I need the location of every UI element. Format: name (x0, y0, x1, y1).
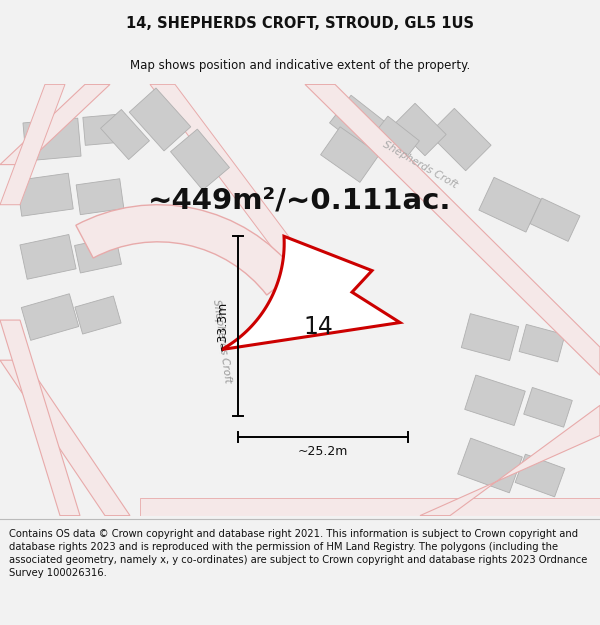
Text: Shepherds Croft: Shepherds Croft (381, 139, 459, 190)
Bar (320, 127, 379, 182)
Text: 14, SHEPHERDS CROFT, STROUD, GL5 1US: 14, SHEPHERDS CROFT, STROUD, GL5 1US (126, 16, 474, 31)
Bar (524, 388, 572, 427)
Text: ~33.3m: ~33.3m (215, 301, 229, 351)
Polygon shape (420, 405, 600, 516)
Bar (329, 95, 391, 154)
Polygon shape (221, 236, 400, 349)
Bar (23, 118, 81, 161)
Bar (83, 114, 127, 146)
Polygon shape (0, 320, 80, 516)
Bar (461, 314, 518, 361)
Text: 14: 14 (303, 316, 333, 339)
Bar (17, 173, 73, 216)
Bar (20, 234, 76, 279)
Wedge shape (76, 205, 296, 295)
Bar (170, 129, 229, 190)
Bar (21, 294, 79, 341)
Bar (429, 108, 491, 171)
Bar (515, 454, 565, 497)
Polygon shape (0, 84, 65, 205)
Bar (76, 179, 124, 214)
Bar (74, 237, 121, 273)
Polygon shape (0, 360, 130, 516)
Bar (479, 177, 541, 232)
Polygon shape (0, 84, 110, 164)
Bar (75, 296, 121, 334)
Text: Map shows position and indicative extent of the property.: Map shows position and indicative extent… (130, 59, 470, 72)
Bar (530, 198, 580, 241)
Bar (458, 438, 523, 493)
Bar (129, 88, 191, 151)
Bar (465, 375, 525, 426)
Text: Shepherds Croft: Shepherds Croft (211, 299, 233, 384)
Polygon shape (305, 84, 600, 375)
Text: ~449m²/~0.111ac.: ~449m²/~0.111ac. (148, 186, 452, 214)
Text: ~25.2m: ~25.2m (298, 445, 348, 458)
Bar (519, 324, 565, 362)
Polygon shape (150, 84, 340, 305)
Bar (394, 103, 446, 156)
Polygon shape (140, 498, 600, 516)
Bar (371, 116, 419, 163)
Text: Contains OS data © Crown copyright and database right 2021. This information is : Contains OS data © Crown copyright and d… (9, 529, 587, 578)
Bar (101, 109, 149, 159)
